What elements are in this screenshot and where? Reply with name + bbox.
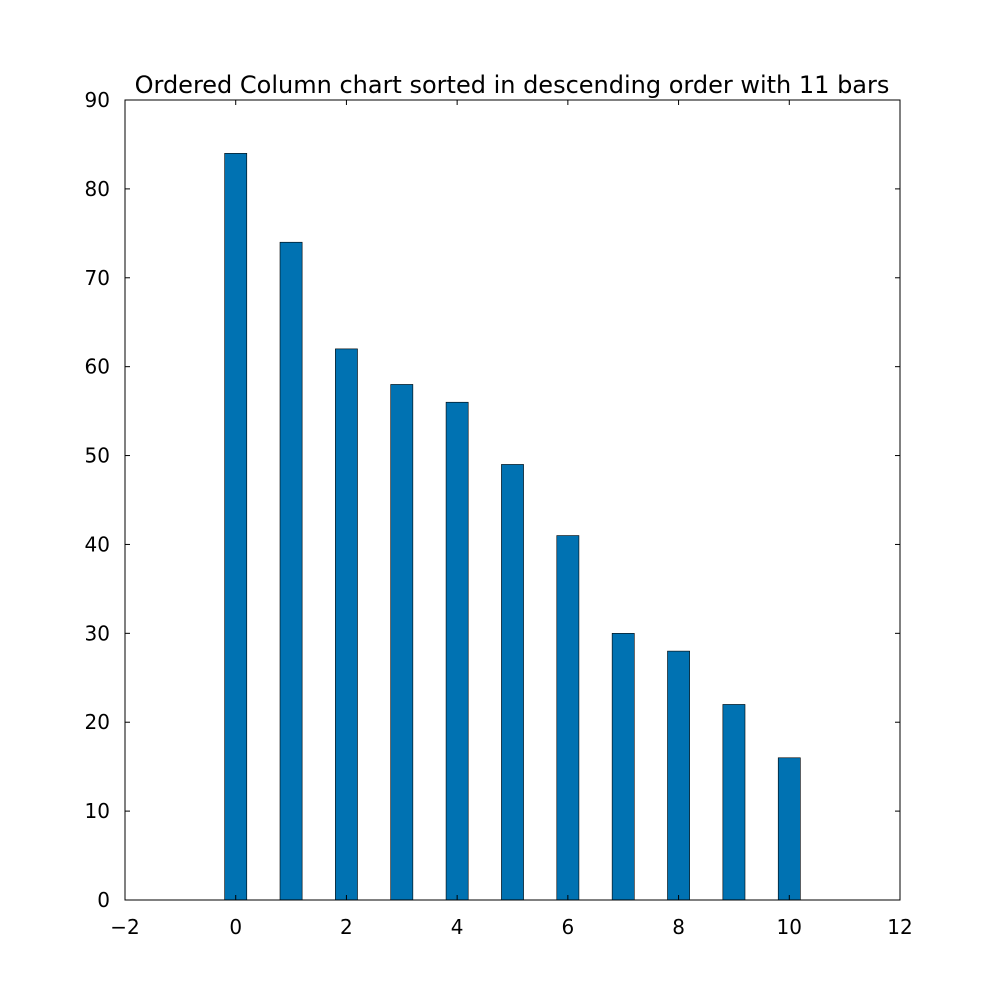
bar-8 — [667, 650, 690, 901]
y-tick-label: 40 — [85, 532, 110, 556]
bar-5 — [501, 464, 524, 901]
ticks-layer — [124, 99, 901, 901]
y-tick-label: 60 — [85, 355, 110, 379]
plot-frame — [124, 99, 901, 901]
bar-0 — [224, 153, 248, 901]
y-tick-label: 70 — [85, 266, 110, 290]
x-tick-label: 12 — [887, 915, 912, 939]
bars-layer — [224, 153, 801, 901]
y-tick-label: 0 — [97, 888, 110, 912]
y-tick-label: 80 — [85, 177, 110, 201]
y-tick-label: 30 — [85, 621, 110, 645]
bar-6 — [556, 535, 580, 901]
x-tick-label: 10 — [777, 915, 802, 939]
y-tick-label: 10 — [85, 799, 110, 823]
bar-9 — [722, 704, 746, 901]
bar-7 — [611, 633, 635, 901]
bar-3 — [390, 384, 414, 901]
x-tick-label: 4 — [451, 915, 464, 939]
x-tick-label: 8 — [672, 915, 685, 939]
x-tick-label: 6 — [561, 915, 574, 939]
bar-4 — [445, 401, 469, 901]
x-tick-label: 2 — [340, 915, 353, 939]
bar-10 — [777, 757, 801, 901]
y-tick-label: 50 — [85, 444, 110, 468]
bar-2 — [335, 348, 358, 901]
x-tick-label: 0 — [229, 915, 242, 939]
chart-title: Ordered Column chart sorted in descendin… — [135, 71, 890, 99]
y-tick-label: 20 — [85, 710, 110, 734]
x-tick-label: −2 — [110, 915, 139, 939]
y-tick-label: 90 — [85, 88, 110, 112]
bar-1 — [279, 241, 303, 901]
